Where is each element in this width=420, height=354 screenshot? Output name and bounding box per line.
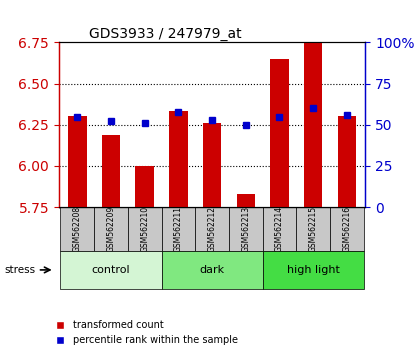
- Text: GSM562216: GSM562216: [342, 206, 352, 252]
- Bar: [262, 251, 364, 289]
- Bar: [162, 207, 195, 251]
- Text: stress: stress: [4, 265, 35, 275]
- Bar: [94, 207, 128, 251]
- Text: GSM562215: GSM562215: [309, 206, 318, 252]
- Bar: [60, 251, 162, 289]
- Bar: [195, 207, 229, 251]
- Text: GSM562212: GSM562212: [207, 206, 217, 252]
- Bar: [128, 207, 162, 251]
- Text: GSM562214: GSM562214: [275, 206, 284, 252]
- Bar: [60, 207, 94, 251]
- Bar: [338, 116, 356, 207]
- Text: high light: high light: [287, 265, 340, 275]
- Text: GSM562209: GSM562209: [107, 206, 116, 252]
- Legend: transformed count, percentile rank within the sample: transformed count, percentile rank withi…: [47, 316, 242, 349]
- Bar: [169, 111, 188, 207]
- Bar: [330, 207, 364, 251]
- Bar: [102, 135, 120, 207]
- Text: GSM562208: GSM562208: [73, 206, 82, 252]
- Text: control: control: [92, 265, 130, 275]
- Text: dark: dark: [200, 265, 225, 275]
- Bar: [135, 166, 154, 207]
- Bar: [297, 207, 330, 251]
- Text: GDS3933 / 247979_at: GDS3933 / 247979_at: [89, 28, 242, 41]
- Bar: [203, 123, 221, 207]
- Bar: [229, 207, 262, 251]
- Text: GSM562213: GSM562213: [241, 206, 250, 252]
- Bar: [68, 116, 87, 207]
- Bar: [304, 42, 323, 207]
- Bar: [236, 194, 255, 207]
- Text: GSM562210: GSM562210: [140, 206, 149, 252]
- Bar: [262, 207, 297, 251]
- Bar: [270, 59, 289, 207]
- Text: GSM562211: GSM562211: [174, 206, 183, 252]
- Bar: [162, 251, 262, 289]
